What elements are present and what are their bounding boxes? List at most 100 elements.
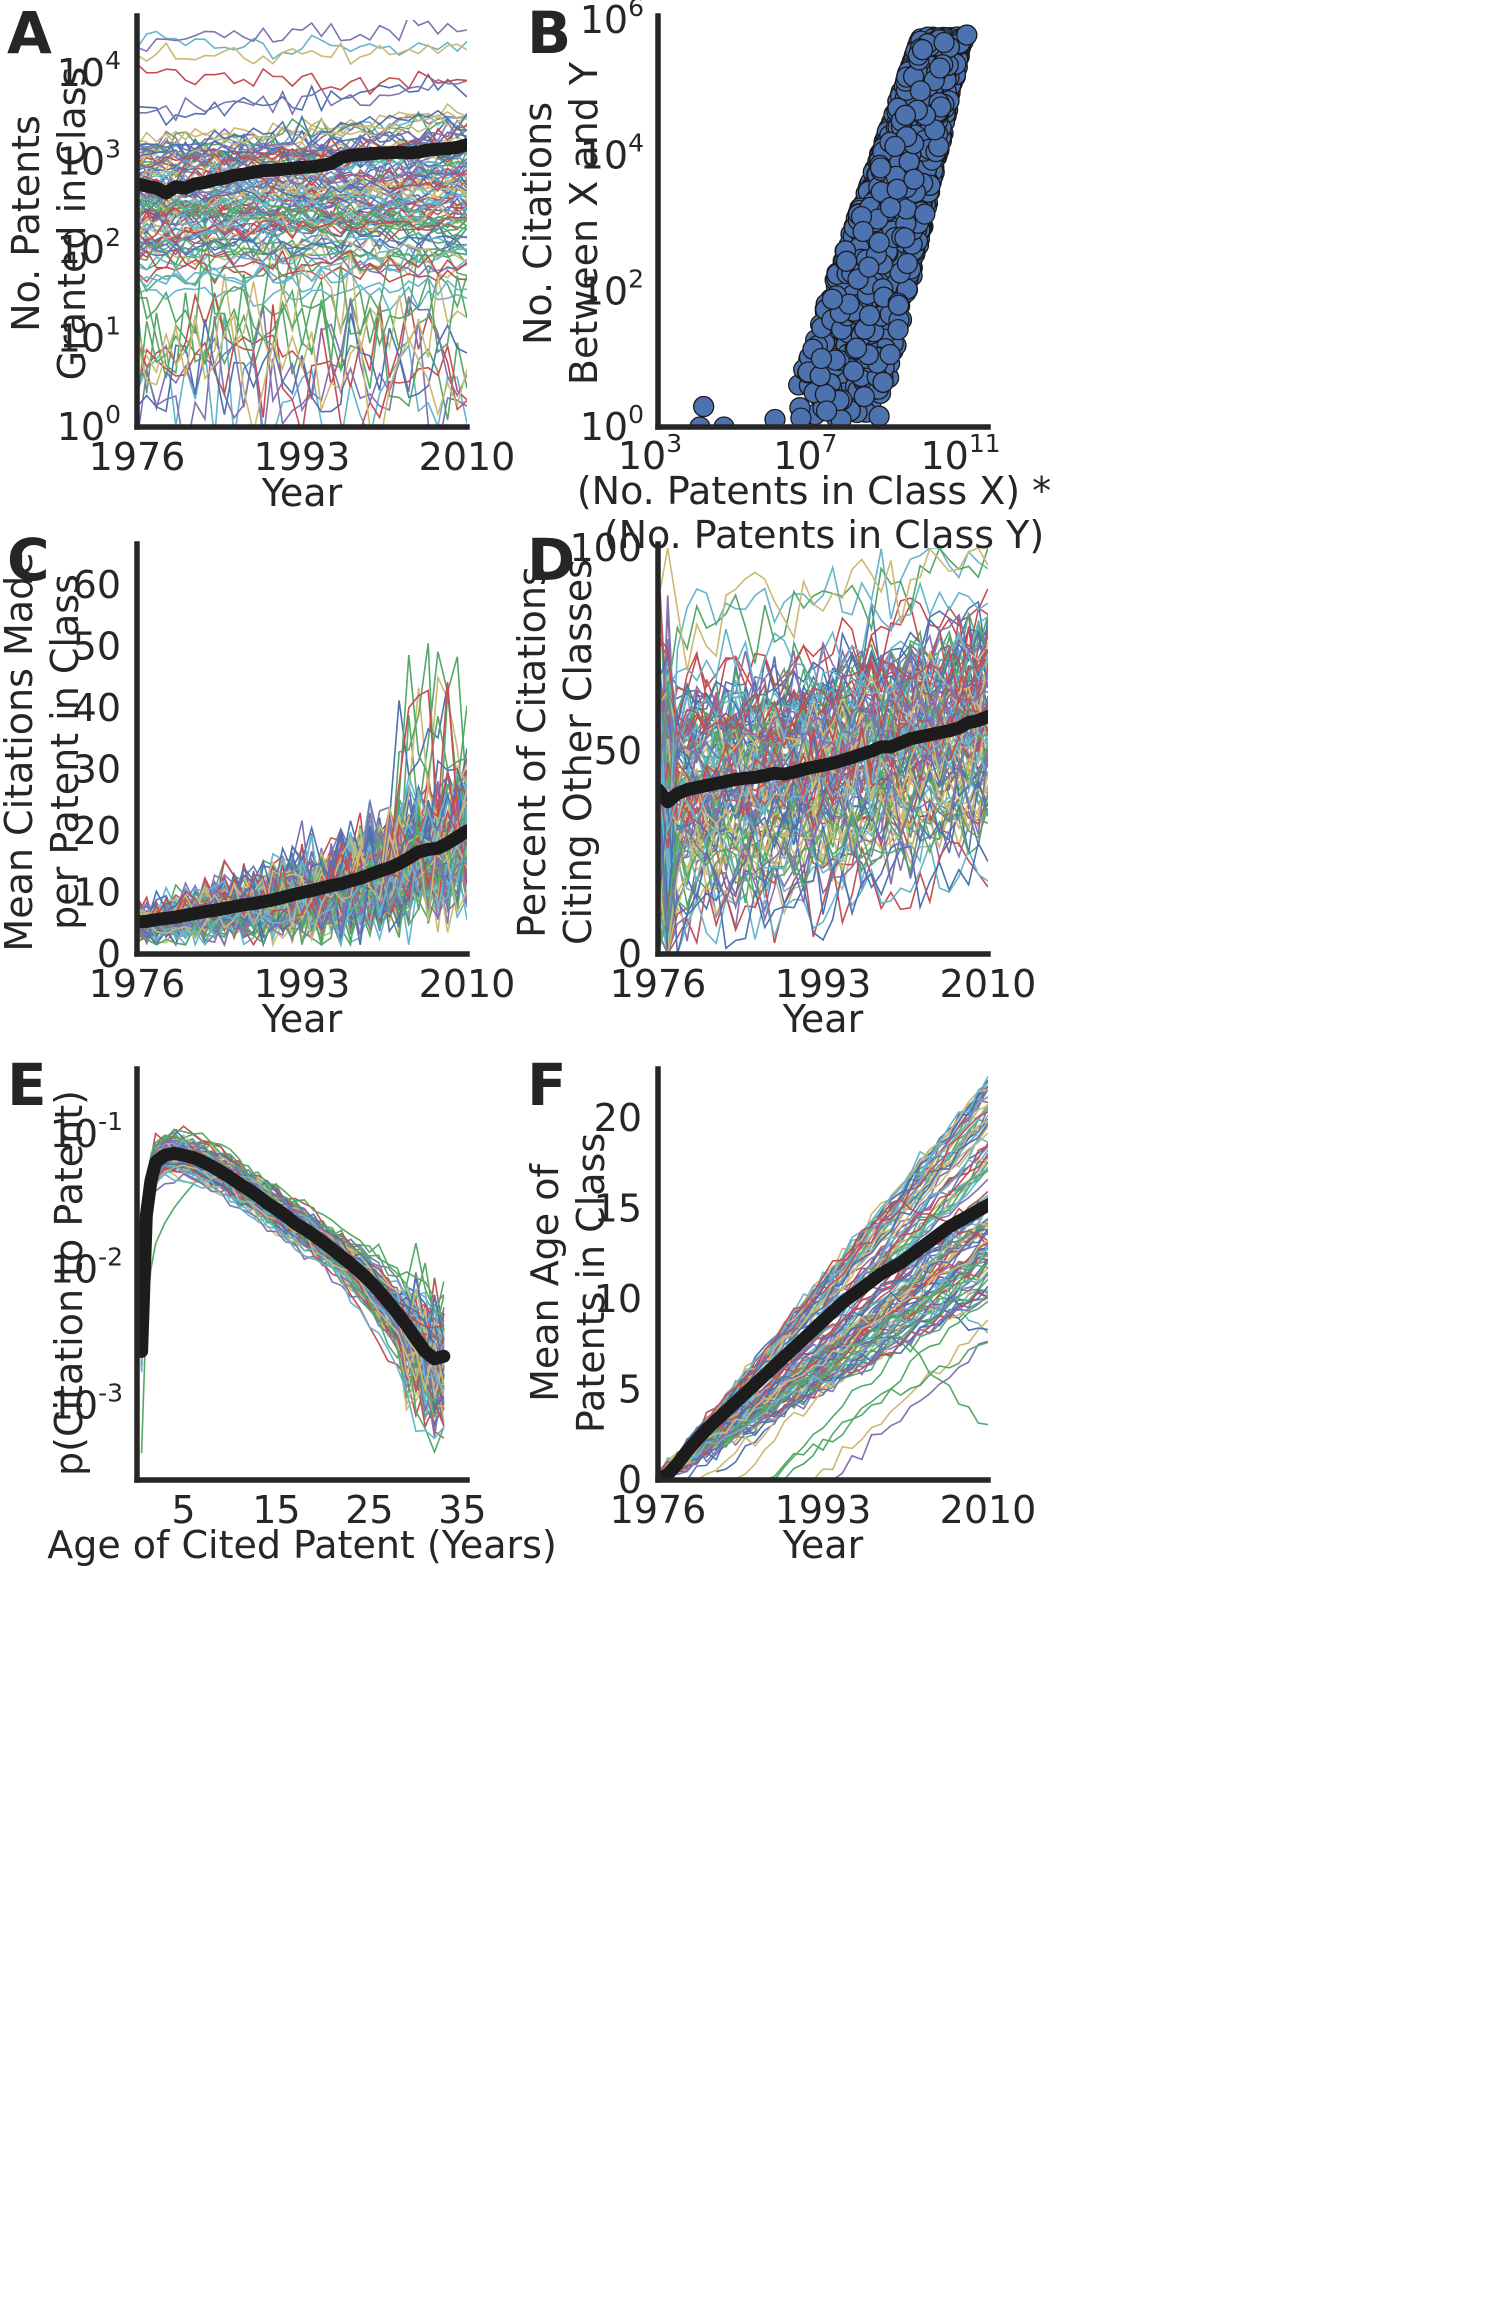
y-tick-label: 0 — [618, 932, 642, 976]
scatter-point — [911, 39, 934, 61]
class-series-line — [140, 1156, 445, 1418]
y-tick-label-base: 10 — [50, 1383, 98, 1427]
class-series-line — [137, 110, 467, 171]
y-axis-label-c: Mean Citations Made — [0, 552, 41, 951]
y-tick-label-exp: 4 — [628, 129, 644, 158]
class-series-line — [658, 755, 988, 954]
class-series-line — [137, 296, 467, 413]
class-series-line — [658, 720, 988, 954]
class-series-line — [137, 312, 467, 427]
y-axis-label-e: p(Citation to Patent) — [47, 1090, 91, 1476]
scatter-point — [842, 360, 865, 382]
class-series-line — [140, 1151, 445, 1403]
x-axis-label: (No. Patents in Class Y) — [604, 513, 1044, 557]
class-series-line — [658, 1228, 988, 1480]
class-series-line — [658, 628, 988, 731]
class-series-line — [137, 109, 467, 151]
panel-letter-E: E — [7, 1051, 47, 1119]
class-series-line — [137, 242, 467, 278]
y-tick-label: 0 — [618, 1458, 642, 1502]
series-group — [137, 1125, 451, 1455]
y-tick-label: 20 — [594, 1096, 642, 1140]
panel-d: D 1976 1993 2010 0 50 100 Year Percent of Citati… — [510, 526, 1036, 1041]
class-series-line — [658, 750, 988, 928]
x-tick-label-base: 10 — [921, 434, 969, 478]
x-tick-label: 1993 — [254, 962, 351, 1006]
class-series-line — [832, 1340, 988, 1480]
y-tick-label: 10 — [73, 870, 121, 914]
class-series-line — [137, 227, 467, 261]
class-series-line — [137, 809, 467, 928]
class-series-line — [137, 63, 467, 96]
scatter-point — [894, 227, 916, 249]
mean-series-line — [658, 710, 988, 809]
y-tick-label: 60 — [73, 563, 121, 607]
y-tick-label-exp: 2 — [105, 223, 121, 252]
scatter-point — [879, 196, 902, 219]
scatter-point — [929, 57, 951, 79]
class-series-line — [658, 1198, 988, 1473]
scatter-point — [869, 157, 892, 179]
y-tick-label: 50 — [594, 729, 642, 773]
class-series-line — [658, 630, 988, 832]
y-tick-label-exp: 2 — [628, 264, 644, 293]
scatter-point — [886, 178, 908, 200]
x-axis-label: Year — [261, 997, 343, 1041]
panel-letter-B: B — [527, 0, 571, 67]
class-series-line — [137, 216, 467, 352]
class-series-line — [137, 304, 467, 427]
scatter-point — [858, 256, 880, 278]
class-series-line — [137, 259, 467, 297]
x-tick-label: 2010 — [940, 1488, 1037, 1532]
class-series-line — [658, 645, 988, 759]
scatter-point — [914, 203, 936, 225]
y-tick-label: 15 — [594, 1187, 642, 1231]
class-series-line — [140, 1134, 445, 1339]
x-tick-label: 1993 — [254, 435, 351, 479]
class-series-line — [137, 215, 467, 243]
y-tick-label: 50 — [73, 624, 121, 668]
class-series-line — [658, 799, 988, 954]
mean-series-line — [137, 824, 467, 929]
panel-letter-A: A — [7, 0, 52, 67]
x-tick-label-exp: 7 — [822, 429, 838, 458]
series-group — [137, 20, 467, 427]
class-series-line — [764, 1341, 988, 1480]
class-series-line — [137, 110, 467, 155]
scatter-point — [790, 407, 812, 427]
series-group — [658, 548, 988, 954]
scatter-point — [894, 104, 917, 126]
y-axis-label-f: Patents in Class — [569, 1133, 613, 1433]
y-tick-label: 10-1 — [50, 1107, 123, 1156]
y-axis-label-f: Mean Age of — [523, 1162, 567, 1401]
class-series-line — [137, 187, 467, 222]
x-tick-label: 1993 — [775, 962, 872, 1006]
x-tick-label: 1993 — [775, 1488, 872, 1532]
scatter-point — [868, 231, 890, 254]
y-axis-label-b: Between X and Y — [562, 61, 606, 385]
class-series-line — [140, 1128, 445, 1323]
y-tick-label-exp: 3 — [105, 135, 121, 164]
y-tick-label-exp: 4 — [105, 46, 121, 75]
class-series-line — [140, 1140, 445, 1382]
class-series-line — [658, 1296, 988, 1478]
y-tick-label: 100 — [580, 400, 644, 449]
class-series-line — [137, 120, 467, 168]
class-series-line — [658, 552, 988, 732]
x-tick-label: 15 — [252, 1488, 300, 1532]
class-series-line — [658, 841, 988, 954]
y-axis-label-d: Percent of Citations — [510, 566, 554, 938]
scatter-point — [810, 347, 833, 370]
x-tick-label: 2010 — [940, 962, 1037, 1006]
class-series-line — [137, 834, 467, 947]
y-tick-label: 10 — [594, 1277, 642, 1321]
class-series-line — [137, 194, 467, 237]
scatter-point — [853, 386, 875, 408]
mean-series-line — [137, 1146, 451, 1366]
scatter-point — [845, 337, 868, 359]
class-series-line — [658, 793, 988, 954]
x-tick-label-exp: 11 — [969, 429, 1001, 458]
x-tick-label: 2010 — [419, 435, 516, 479]
y-tick-label: 40 — [73, 686, 121, 730]
y-tick-label: 101 — [57, 312, 121, 361]
